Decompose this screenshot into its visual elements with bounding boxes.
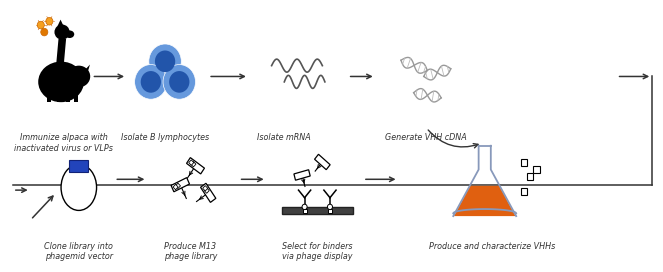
Ellipse shape xyxy=(61,164,97,211)
Text: Generate VHH cDNA: Generate VHH cDNA xyxy=(385,133,467,142)
Circle shape xyxy=(169,71,190,93)
Polygon shape xyxy=(191,162,196,167)
FancyBboxPatch shape xyxy=(520,188,527,195)
Ellipse shape xyxy=(54,24,70,40)
Circle shape xyxy=(46,17,53,25)
Text: Clone library into
phagemid vector: Clone library into phagemid vector xyxy=(44,242,113,261)
Polygon shape xyxy=(58,86,62,103)
Polygon shape xyxy=(282,208,353,215)
Circle shape xyxy=(141,71,161,93)
Polygon shape xyxy=(56,39,66,67)
Circle shape xyxy=(40,28,48,36)
Polygon shape xyxy=(173,184,178,190)
Circle shape xyxy=(135,64,167,99)
Polygon shape xyxy=(74,86,78,103)
Circle shape xyxy=(328,204,333,210)
FancyBboxPatch shape xyxy=(69,160,88,172)
Circle shape xyxy=(302,204,307,210)
Polygon shape xyxy=(171,178,190,192)
Polygon shape xyxy=(58,20,64,26)
Polygon shape xyxy=(85,64,90,76)
Polygon shape xyxy=(204,188,210,193)
Text: Produce and characterize VHHs: Produce and characterize VHHs xyxy=(429,242,556,251)
Polygon shape xyxy=(200,183,216,202)
Text: Isolate B lymphocytes: Isolate B lymphocytes xyxy=(121,133,209,142)
Text: Select for binders
via phage display: Select for binders via phage display xyxy=(282,242,353,261)
Polygon shape xyxy=(294,170,310,180)
FancyBboxPatch shape xyxy=(328,209,332,213)
Ellipse shape xyxy=(68,66,90,87)
Polygon shape xyxy=(314,154,330,170)
Ellipse shape xyxy=(38,61,84,102)
Text: Produce M13
phage library: Produce M13 phage library xyxy=(164,242,217,261)
Polygon shape xyxy=(203,186,208,191)
Text: Isolate mRNA: Isolate mRNA xyxy=(257,133,311,142)
Polygon shape xyxy=(454,186,516,216)
Polygon shape xyxy=(47,86,52,103)
Circle shape xyxy=(155,51,175,72)
FancyBboxPatch shape xyxy=(527,173,534,180)
Ellipse shape xyxy=(65,30,74,38)
FancyBboxPatch shape xyxy=(520,159,527,166)
Polygon shape xyxy=(176,183,180,188)
Circle shape xyxy=(163,64,196,99)
Polygon shape xyxy=(66,86,70,103)
FancyBboxPatch shape xyxy=(533,166,540,173)
Text: Immunize alpaca with
inactivated virus or VLPs: Immunize alpaca with inactivated virus o… xyxy=(14,133,113,153)
Polygon shape xyxy=(189,160,194,165)
Circle shape xyxy=(37,21,44,29)
Circle shape xyxy=(149,44,181,79)
FancyBboxPatch shape xyxy=(302,209,306,213)
Polygon shape xyxy=(186,157,204,174)
